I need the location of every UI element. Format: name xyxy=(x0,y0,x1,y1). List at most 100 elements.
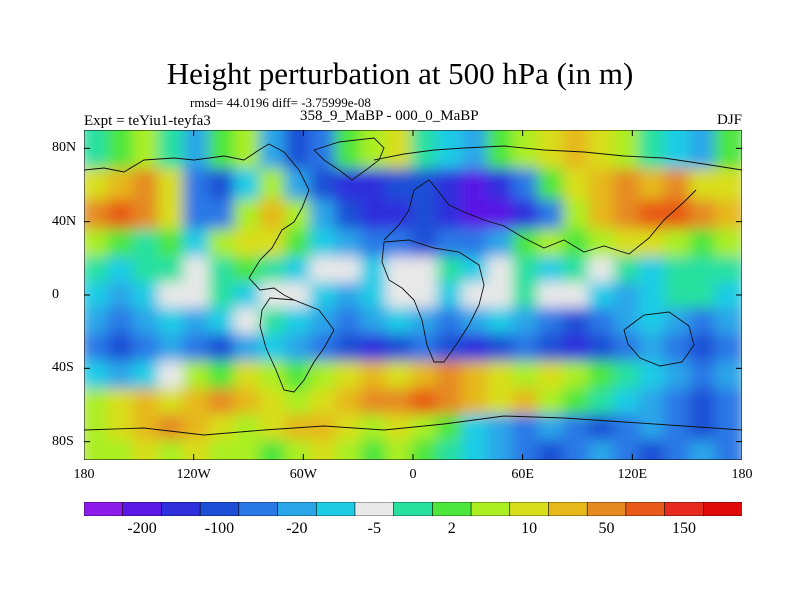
field-cell xyxy=(411,388,441,416)
field-cell xyxy=(664,168,694,201)
field-cell xyxy=(284,307,314,335)
field-cell xyxy=(588,414,618,441)
field-cell xyxy=(537,199,567,230)
field-cell xyxy=(664,361,694,390)
field-cell xyxy=(233,282,264,309)
field-cell xyxy=(132,388,162,416)
field-cell xyxy=(562,439,593,460)
field-cell xyxy=(689,388,719,416)
field-cell xyxy=(84,439,112,460)
field-cell xyxy=(461,333,491,362)
field-cell xyxy=(461,168,491,201)
field-cell xyxy=(613,388,643,416)
field-cell xyxy=(461,229,491,258)
field-cell xyxy=(360,333,390,362)
field-cell xyxy=(360,414,390,441)
colorbar-swatch xyxy=(315,502,356,516)
field-cell xyxy=(309,439,340,460)
field-cell xyxy=(385,439,415,460)
field-cell xyxy=(714,333,742,362)
field-cell xyxy=(335,333,365,362)
field-cell xyxy=(411,256,441,284)
field-cell xyxy=(259,439,289,460)
field-cell xyxy=(309,229,340,258)
field-cell xyxy=(664,256,694,284)
field-cell xyxy=(208,229,238,258)
field-cell xyxy=(411,307,441,335)
field-cell xyxy=(588,256,618,284)
field-cell xyxy=(512,256,542,284)
field-cell xyxy=(183,414,213,441)
field-cell xyxy=(486,333,517,362)
field-cell xyxy=(84,130,112,170)
colorbar-swatch xyxy=(586,502,627,516)
field-cell xyxy=(664,439,694,460)
field-cell xyxy=(613,439,643,460)
contour-field xyxy=(84,130,742,460)
colorbar-label: -100 xyxy=(204,520,235,537)
colorbar-swatch xyxy=(277,502,317,516)
field-cell xyxy=(714,388,742,416)
field-cell xyxy=(360,307,390,335)
axis-ticks xyxy=(84,130,742,460)
field-cell xyxy=(208,388,238,416)
field-cell xyxy=(157,307,188,335)
field-cell xyxy=(588,439,618,460)
experiment-label: Expt = teYiu1-teyfa3 xyxy=(84,113,211,129)
field-cell xyxy=(714,229,742,258)
field-cell xyxy=(562,168,593,201)
field-cell xyxy=(284,282,314,309)
field-cell xyxy=(714,256,742,284)
field-cell xyxy=(309,388,340,416)
field-cell xyxy=(664,130,694,170)
field-cell xyxy=(107,439,137,460)
field-cell xyxy=(107,199,137,230)
field-cell xyxy=(284,229,314,258)
field-cell xyxy=(537,256,567,284)
field-cell xyxy=(689,256,719,284)
field-cell xyxy=(385,168,415,201)
field-cell xyxy=(638,439,669,460)
field-cell xyxy=(512,333,542,362)
field-cell xyxy=(284,130,314,170)
field-cell xyxy=(486,388,517,416)
field-cell xyxy=(233,130,264,170)
field-cell xyxy=(233,439,264,460)
field-cell xyxy=(537,439,567,460)
field-cell xyxy=(335,229,365,258)
field-cell xyxy=(638,388,669,416)
field-cell xyxy=(107,333,137,362)
colorbar-label: 10 xyxy=(521,520,538,537)
latitude-tick-label: 0 xyxy=(52,287,59,302)
field-cell xyxy=(638,282,669,309)
field-cell xyxy=(385,388,415,416)
longitude-tick-label: 180 xyxy=(73,467,95,482)
field-cell xyxy=(183,256,213,284)
field-cell xyxy=(461,388,491,416)
field-cell xyxy=(613,256,643,284)
field-cell xyxy=(537,282,567,309)
field-cell xyxy=(613,199,643,230)
field-cell xyxy=(84,256,112,284)
field-cell xyxy=(233,333,264,362)
field-cell xyxy=(638,307,669,335)
field-cell xyxy=(335,282,365,309)
field-cell xyxy=(486,130,517,170)
field-cell xyxy=(309,256,340,284)
field-cell xyxy=(309,307,340,335)
field-cell xyxy=(259,229,289,258)
field-cell xyxy=(613,414,643,441)
colorbar-swatch xyxy=(161,502,201,516)
field-cell xyxy=(335,168,365,201)
field-cell xyxy=(208,307,238,335)
field-cell xyxy=(512,130,542,170)
field-cell xyxy=(486,282,517,309)
field-cell xyxy=(284,439,314,460)
field-cell xyxy=(259,130,289,170)
longitude-tick-label: 180 xyxy=(731,467,753,482)
field-cell xyxy=(132,229,162,258)
field-cell xyxy=(183,388,213,416)
field-cell xyxy=(132,168,162,201)
field-cell xyxy=(664,414,694,441)
field-cell xyxy=(714,282,742,309)
